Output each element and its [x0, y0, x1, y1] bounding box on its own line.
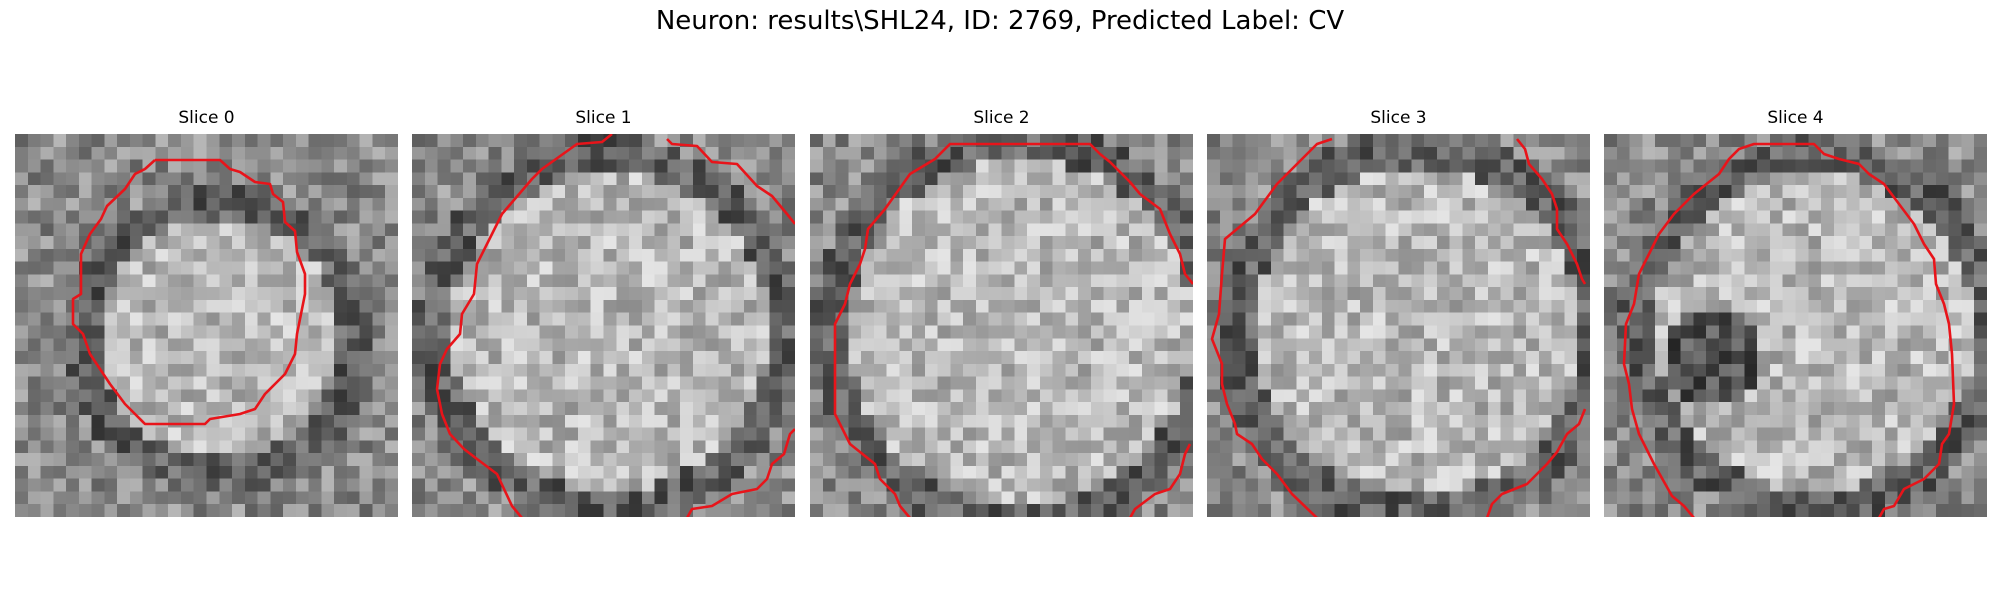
neuron-contour-1	[435, 134, 795, 517]
neuron-contour-0	[71, 158, 307, 426]
grayscale-microscopy-image-1	[412, 134, 795, 517]
slice-title-2: Slice 2	[973, 108, 1030, 128]
slice-image-1	[412, 134, 795, 517]
slice-title-4: Slice 4	[1767, 108, 1824, 128]
slice-image-4	[1604, 134, 1987, 517]
slice-image-2	[810, 134, 1193, 517]
grayscale-microscopy-image-0	[15, 134, 398, 517]
slice-title-1: Slice 1	[575, 108, 632, 128]
neuron-contour-2	[833, 142, 1193, 517]
figure-title: Neuron: results\SHL24, ID: 2769, Predict…	[655, 6, 1345, 36]
neuron-contour-3	[1210, 137, 1587, 517]
slice-image-3	[1207, 134, 1590, 517]
slice-image-0	[15, 134, 398, 517]
grayscale-microscopy-image-4	[1604, 134, 1987, 517]
grayscale-microscopy-image-3	[1207, 134, 1590, 517]
slice-title-3: Slice 3	[1370, 108, 1427, 128]
neuron-contour-4	[1622, 142, 1956, 517]
grayscale-microscopy-image-2	[810, 134, 1193, 517]
slice-title-0: Slice 0	[178, 108, 235, 128]
